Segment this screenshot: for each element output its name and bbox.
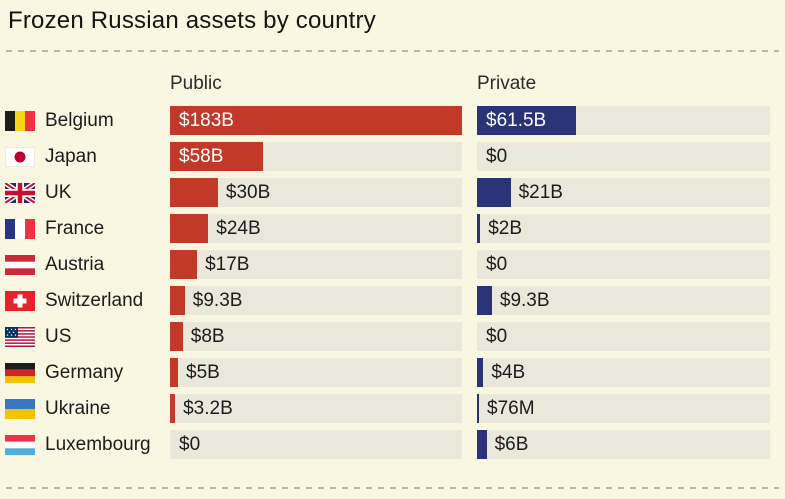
flag-ukraine-icon [5, 398, 35, 419]
country-row: Luxembourg $0 $6B [0, 430, 785, 459]
private-bar-track: $0 [477, 250, 770, 279]
private-bar-track: $2B [477, 214, 770, 243]
flag-switzerland-icon [5, 290, 35, 311]
public-value-label: $9.3B [192, 289, 243, 311]
country-label: Luxembourg [45, 433, 151, 455]
flag-uk-icon [5, 182, 35, 203]
private-bar-track: $9.3B [477, 286, 770, 315]
country-label: Ukraine [45, 397, 111, 419]
public-value-label: $24B [216, 217, 261, 239]
country-label: Austria [45, 253, 105, 275]
public-bar [170, 322, 183, 351]
private-bar [477, 358, 484, 387]
country-row: Germany $5B $4B [0, 358, 785, 387]
public-bar-track: $17B [170, 250, 462, 279]
public-bar [170, 358, 178, 387]
country-row: Japan $58B $0 [0, 142, 785, 171]
public-value-label: $183B [179, 109, 234, 131]
public-value-label: $30B [225, 181, 271, 203]
country-label: Switzerland [45, 289, 144, 311]
public-value-label: $5B [186, 361, 220, 383]
private-bar [477, 286, 492, 315]
public-bar [170, 106, 462, 135]
private-value-label: $0 [486, 253, 508, 275]
private-bar-track: $0 [477, 142, 770, 171]
public-value-label: $8B [190, 325, 225, 347]
public-value-label: $3.2B [183, 397, 233, 419]
public-bar-track: $0 [170, 430, 462, 459]
public-bar-track: $9.3B [170, 286, 462, 315]
private-bar [477, 106, 576, 135]
private-bar-track: $0 [477, 322, 770, 351]
top-divider [6, 50, 779, 52]
country-label: UK [45, 181, 72, 203]
public-bar [170, 286, 185, 315]
public-bar [170, 394, 176, 423]
public-bar-track: $58B [170, 142, 462, 171]
private-bar [477, 178, 511, 207]
country-label: Japan [45, 145, 97, 167]
country-label: US [45, 325, 72, 347]
public-bar [170, 178, 218, 207]
country-label: France [45, 217, 105, 239]
flag-france-icon [5, 218, 35, 239]
country-label: Belgium [45, 109, 114, 131]
private-value-label: $4B [491, 361, 526, 383]
public-bar-track: $3.2B [170, 394, 462, 423]
private-value-label: $76M [487, 397, 535, 419]
chart-title: Frozen Russian assets by country [8, 7, 376, 34]
public-bar-track: $30B [170, 178, 462, 207]
public-value-label: $17B [205, 253, 250, 275]
private-value-label: $0 [486, 145, 508, 167]
public-bar [170, 214, 209, 243]
private-value-label: $61.5B [486, 109, 547, 131]
country-row: Ukraine $3.2B $76M [0, 394, 785, 423]
public-value-label: $0 [179, 433, 201, 455]
rows: Belgium $183B $61.5B Japan $58B $0 UK $3… [0, 106, 785, 466]
private-bar [477, 214, 481, 243]
public-bar [170, 250, 198, 279]
column-header-private: Private [477, 73, 537, 94]
country-row: US $8B $0 [0, 322, 785, 351]
column-headers: Public Private [0, 73, 785, 95]
private-bar-track: $4B [477, 358, 770, 387]
private-value-label: $21B [518, 181, 563, 203]
bottom-divider [6, 487, 779, 489]
country-row: UK $30B $21B [0, 178, 785, 207]
private-bar [477, 394, 479, 423]
flag-belgium-icon [5, 110, 35, 131]
flag-germany-icon [5, 362, 35, 383]
private-bar [477, 430, 487, 459]
flag-luxembourg-icon [5, 434, 35, 455]
public-value-label: $58B [179, 145, 224, 167]
country-row: Belgium $183B $61.5B [0, 106, 785, 135]
private-bar-track: $6B [477, 430, 770, 459]
country-row: France $24B $2B [0, 214, 785, 243]
flag-us-icon [5, 326, 35, 347]
private-value-label: $0 [486, 325, 508, 347]
public-bar-track: $8B [170, 322, 462, 351]
column-header-public: Public [170, 73, 222, 94]
public-bar-track: $24B [170, 214, 462, 243]
private-value-label: $9.3B [499, 289, 550, 311]
private-value-label: $6B [494, 433, 529, 455]
country-row: Switzerland $9.3B $9.3B [0, 286, 785, 315]
country-label: Germany [45, 361, 124, 383]
private-bar-track: $76M [477, 394, 770, 423]
private-value-label: $2B [488, 217, 522, 239]
private-bar-track: $61.5B [477, 106, 770, 135]
private-bar-track: $21B [477, 178, 770, 207]
country-row: Austria $17B $0 [0, 250, 785, 279]
flag-japan-icon [5, 146, 35, 167]
public-bar-track: $5B [170, 358, 462, 387]
public-bar-track: $183B [170, 106, 462, 135]
public-bar [170, 142, 263, 171]
flag-austria-icon [5, 254, 35, 275]
